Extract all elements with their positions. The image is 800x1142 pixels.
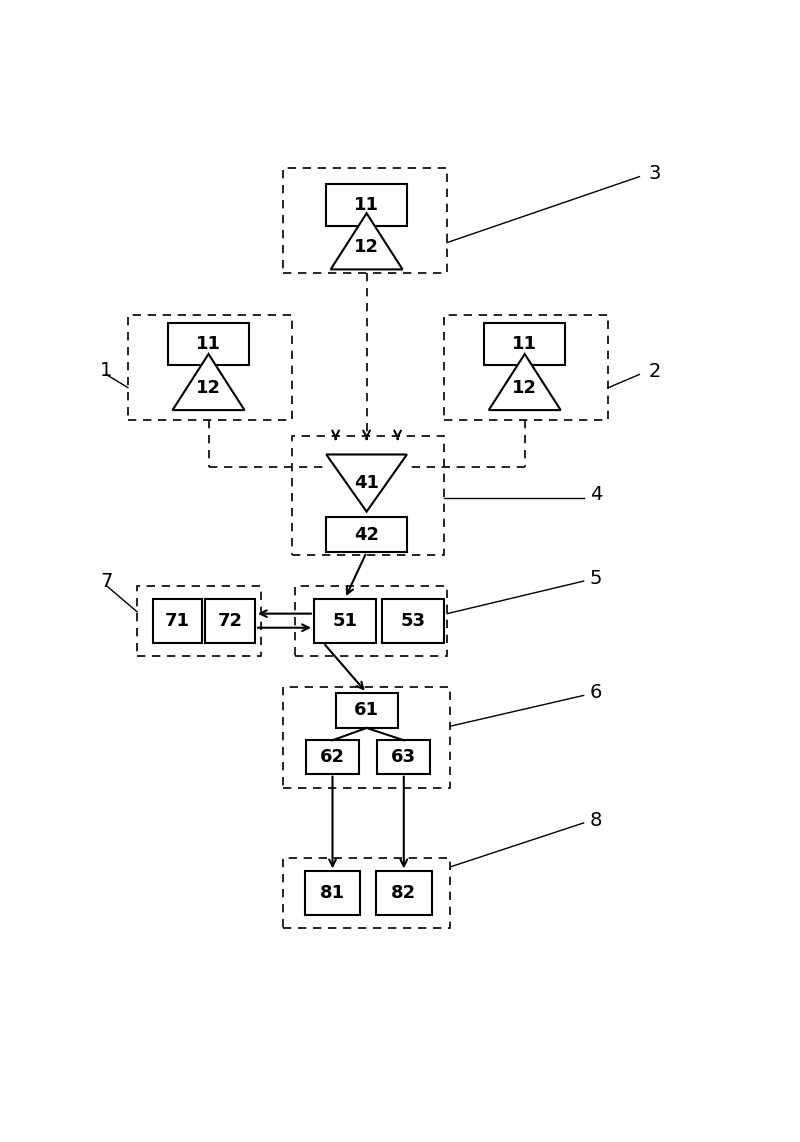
Polygon shape — [173, 354, 245, 410]
Bar — [292, 436, 444, 555]
Text: 12: 12 — [354, 238, 379, 256]
Bar — [283, 168, 447, 273]
Text: 6: 6 — [590, 683, 602, 702]
Text: 7: 7 — [100, 572, 112, 590]
Bar — [153, 598, 202, 643]
Bar — [326, 184, 407, 226]
Bar — [336, 693, 398, 727]
Bar — [128, 315, 292, 420]
Bar — [314, 598, 376, 643]
Bar — [138, 586, 261, 656]
Polygon shape — [330, 214, 402, 270]
Text: 51: 51 — [333, 612, 358, 629]
Bar — [306, 740, 359, 773]
Text: 63: 63 — [391, 748, 416, 766]
Text: 41: 41 — [354, 474, 379, 492]
Bar — [283, 858, 450, 928]
Text: 81: 81 — [320, 884, 345, 902]
Bar — [485, 322, 565, 364]
Text: 42: 42 — [354, 525, 379, 544]
Bar — [376, 871, 432, 915]
Text: 11: 11 — [354, 195, 379, 214]
Text: 11: 11 — [512, 335, 538, 353]
Text: 12: 12 — [512, 379, 538, 396]
Text: 12: 12 — [196, 379, 221, 396]
Text: 53: 53 — [401, 612, 426, 629]
Text: 4: 4 — [590, 485, 602, 505]
Bar — [305, 871, 361, 915]
Bar — [168, 322, 249, 364]
Text: 8: 8 — [590, 811, 602, 830]
Bar — [444, 315, 609, 420]
Text: 71: 71 — [165, 612, 190, 629]
Text: 1: 1 — [100, 361, 112, 379]
Text: 2: 2 — [649, 362, 661, 381]
Text: 5: 5 — [590, 569, 602, 588]
Text: 62: 62 — [320, 748, 345, 766]
Polygon shape — [489, 354, 561, 410]
Bar — [295, 586, 447, 656]
Polygon shape — [326, 455, 407, 512]
Bar — [206, 598, 255, 643]
Bar — [283, 686, 450, 788]
Bar — [378, 740, 430, 773]
Text: 3: 3 — [649, 164, 661, 184]
Text: 11: 11 — [196, 335, 221, 353]
Text: 82: 82 — [391, 884, 416, 902]
Text: 72: 72 — [218, 612, 242, 629]
Bar — [382, 598, 444, 643]
Text: 61: 61 — [354, 701, 379, 719]
Bar — [326, 517, 407, 552]
